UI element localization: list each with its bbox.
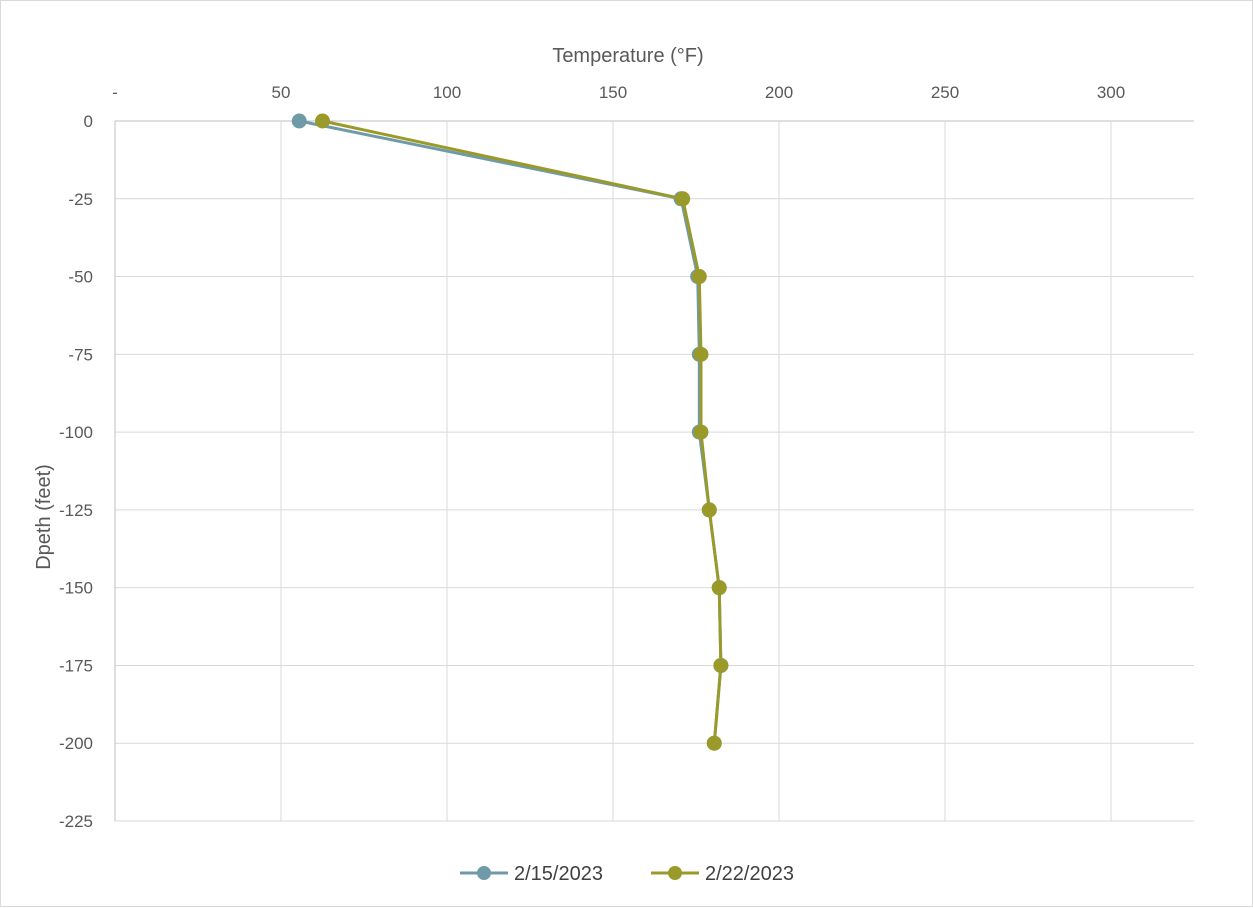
data-point <box>315 113 330 129</box>
legend-label: 2/15/2023 <box>514 863 603 885</box>
x-tick-label: 150 <box>599 83 627 102</box>
y-tick-label: -50 <box>68 268 93 287</box>
data-point <box>693 346 709 362</box>
y-tick-label: -100 <box>59 423 93 442</box>
legend-swatch-marker <box>477 866 491 880</box>
legend-swatch-marker <box>668 866 682 880</box>
y-tick-label: -225 <box>59 812 93 831</box>
series <box>291 113 729 751</box>
data-point <box>713 657 729 673</box>
data-point <box>711 580 727 596</box>
y-axis-title: Dpeth (feet) <box>33 464 55 570</box>
x-tick-label: - <box>112 83 118 102</box>
x-tick-label: 50 <box>272 83 291 102</box>
axis-labels: Temperature (°F) Dpeth (feet) <box>33 45 704 570</box>
y-tick-label: -150 <box>59 579 93 598</box>
data-point <box>675 191 691 207</box>
x-axis-title: Temperature (°F) <box>552 45 703 67</box>
y-tick-label: -125 <box>59 501 93 520</box>
legend: 2/15/2023 2/22/2023 <box>460 863 794 885</box>
axes: 0-25-50-75-100-125-150-175-200-225- 50 100… <box>59 83 1125 831</box>
y-tick-label: -25 <box>68 190 93 209</box>
x-tick-label: 100 <box>433 83 461 102</box>
y-tick-label: -175 <box>59 656 93 675</box>
data-point <box>291 113 307 129</box>
y-tick-label: 0 <box>84 112 93 131</box>
y-tick-label: -200 <box>59 734 93 753</box>
legend-label: 2/22/2023 <box>705 863 794 885</box>
data-point <box>706 735 722 751</box>
grid <box>114 120 1194 822</box>
y-tick-label: -75 <box>68 345 93 364</box>
data-point <box>701 502 717 518</box>
x-tick-label: 250 <box>931 83 959 102</box>
x-tick-label: 300 <box>1097 83 1125 102</box>
x-tick-label: 200 <box>765 83 793 102</box>
data-point <box>693 424 709 440</box>
data-point <box>691 269 707 285</box>
